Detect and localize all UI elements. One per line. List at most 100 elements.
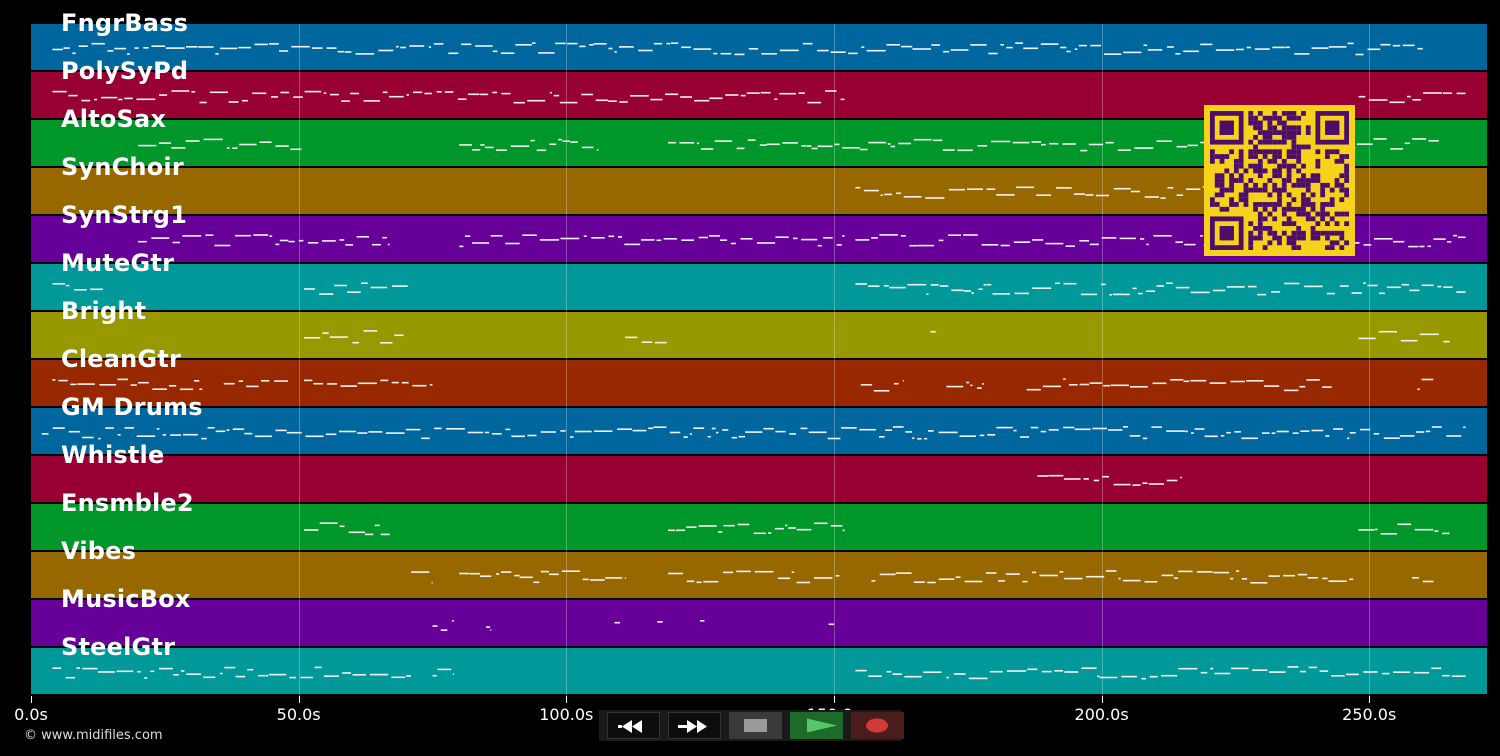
stop-button[interactable]	[729, 712, 782, 739]
track-lane[interactable]: Vibes	[31, 537, 1487, 598]
note-mark	[291, 45, 310, 48]
note-mark	[527, 99, 546, 102]
track-lane[interactable]: Ensmble2	[31, 489, 1487, 550]
note-mark	[1123, 426, 1128, 428]
note-mark	[698, 525, 717, 527]
note-mark	[1079, 383, 1090, 386]
note-mark	[855, 186, 861, 189]
track-lane[interactable]: MuteGtr	[31, 249, 1487, 310]
note-mark	[1351, 292, 1362, 294]
note-mark	[385, 432, 405, 434]
note-mark	[930, 330, 936, 333]
note-mark	[91, 42, 105, 45]
note-mark	[179, 388, 194, 391]
note-mark	[1331, 675, 1345, 677]
note-mark	[1095, 194, 1109, 197]
note-mark	[1347, 42, 1354, 45]
note-mark	[1089, 243, 1099, 246]
note-mark	[472, 242, 490, 244]
note-roll	[411, 570, 1434, 584]
note-mark	[436, 91, 442, 93]
track-lane[interactable]: Bright	[31, 297, 1487, 358]
note-mark	[97, 671, 115, 673]
track-lane[interactable]: CleanGtr	[31, 345, 1487, 406]
note-mark	[327, 383, 338, 385]
note-mark	[193, 380, 200, 382]
track-lane[interactable]: MusicBox	[31, 585, 1487, 646]
note-mark	[1304, 285, 1323, 288]
note-mark	[1016, 186, 1035, 189]
note-mark	[254, 43, 268, 46]
note-mark	[374, 524, 380, 527]
note-mark	[444, 91, 454, 93]
note-roll	[304, 522, 1450, 536]
note-mark	[817, 49, 829, 52]
note-mark	[136, 435, 156, 437]
rewind-button[interactable]	[607, 712, 660, 739]
track-lane[interactable]: FngrBass	[31, 9, 1487, 70]
note-mark	[313, 382, 323, 385]
note-mark	[1167, 187, 1174, 189]
note-mark	[158, 142, 171, 144]
note-mark	[1433, 238, 1446, 240]
note-mark	[996, 194, 1015, 196]
fast-forward-icon	[678, 720, 707, 733]
record-button[interactable]	[851, 712, 904, 739]
note-mark	[1063, 478, 1081, 480]
note-mark	[1346, 673, 1359, 676]
note-mark	[1393, 240, 1405, 243]
note-mark	[1442, 674, 1450, 677]
note-mark	[1064, 577, 1083, 580]
note-mark	[668, 529, 675, 532]
note-mark	[1055, 282, 1060, 285]
note-mark	[363, 100, 381, 102]
note-mark	[452, 620, 454, 622]
track-name: Ensmble2	[61, 489, 194, 517]
note-mark	[380, 379, 389, 382]
note-mark	[223, 382, 235, 385]
note-mark	[1005, 573, 1020, 575]
note-mark	[505, 242, 520, 245]
note-mark	[1184, 243, 1196, 246]
note-mark	[52, 90, 67, 93]
note-mark	[1190, 379, 1207, 382]
note-mark	[1045, 242, 1064, 245]
play-button[interactable]	[790, 712, 843, 739]
note-mark	[220, 47, 238, 50]
note-mark	[761, 53, 777, 55]
note-mark	[209, 91, 229, 94]
note-mark	[1101, 237, 1117, 239]
fast-forward-button[interactable]	[668, 712, 721, 739]
note-mark	[596, 149, 599, 151]
note-mark	[912, 437, 915, 439]
track-lane[interactable]: SteelGtr	[31, 633, 1487, 694]
note-mark	[323, 92, 327, 94]
note-mark	[1254, 48, 1270, 50]
note-mark	[766, 143, 780, 146]
note-mark	[948, 234, 961, 236]
note-mark	[593, 43, 607, 45]
note-mark	[669, 431, 681, 434]
note-mark	[1092, 427, 1107, 430]
note-mark	[553, 94, 560, 97]
track-lane[interactable]: Whistle	[31, 441, 1487, 502]
note-mark	[433, 43, 444, 45]
note-mark	[52, 667, 62, 669]
note-mark	[388, 95, 404, 98]
note-mark	[913, 138, 932, 141]
record-icon	[866, 718, 888, 733]
note-mark	[796, 581, 811, 584]
note-mark	[830, 51, 846, 53]
note-mark	[1397, 523, 1412, 526]
note-mark	[953, 673, 966, 675]
note-roll	[52, 90, 1466, 104]
note-mark	[406, 675, 411, 677]
note-mark	[252, 92, 267, 95]
track-lane[interactable]: GM Drums	[31, 393, 1487, 454]
note-mark	[1119, 237, 1136, 240]
note-mark	[1041, 143, 1046, 146]
note-mark	[70, 383, 77, 386]
note-mark	[322, 332, 329, 334]
note-mark	[356, 236, 369, 238]
note-mark	[928, 430, 934, 432]
